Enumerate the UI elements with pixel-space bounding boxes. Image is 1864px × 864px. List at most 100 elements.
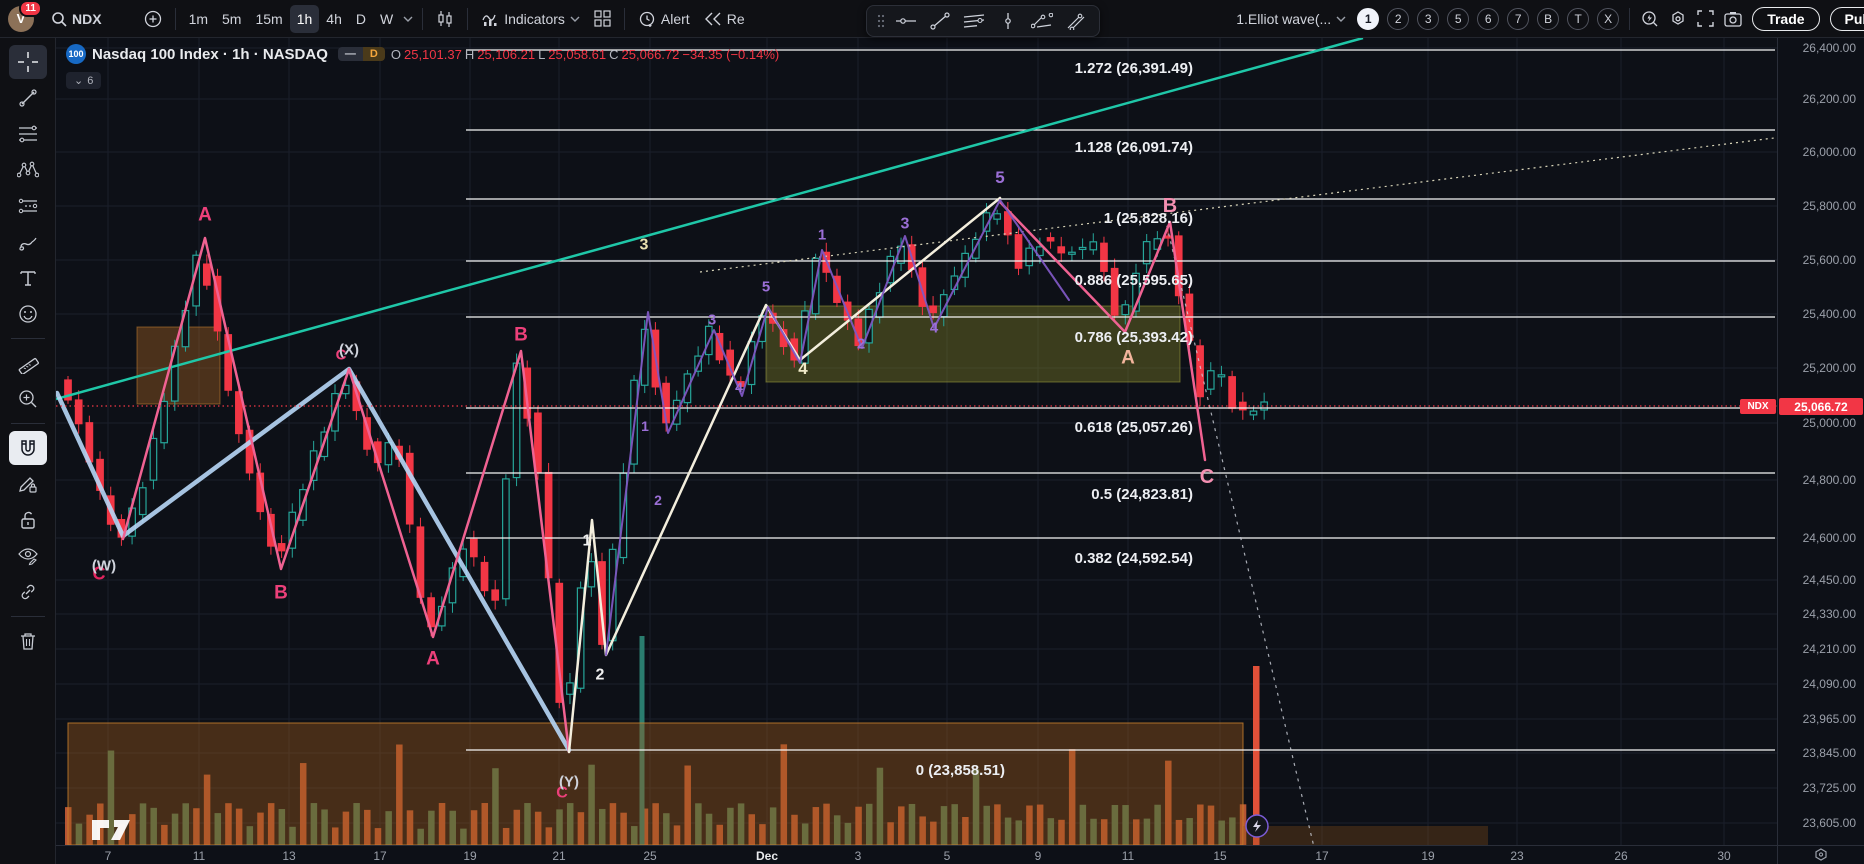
chart-style-button[interactable] xyxy=(429,5,461,33)
time-axis-label: 11 xyxy=(1121,849,1135,863)
wave-degree-2[interactable]: 2 xyxy=(1387,7,1410,30)
wave-label-4: 4 xyxy=(798,359,808,378)
volume-bar xyxy=(1229,817,1236,845)
wave-degree-T[interactable]: T xyxy=(1567,7,1590,30)
volume-bar xyxy=(876,767,884,845)
chart-legend[interactable]: 100 Nasdaq 100 Index · 1h · NASDAQ — D O… xyxy=(66,44,779,64)
legend-collapse-chip[interactable]: ⌄ 6 xyxy=(66,72,102,89)
remove-drawings-button[interactable] xyxy=(9,624,47,658)
xabcd-pattern-icon xyxy=(16,161,39,178)
quick-search-button[interactable] xyxy=(1636,5,1664,33)
candle-body xyxy=(1121,304,1130,316)
price-axis[interactable]: 26,400.00 26,200.00 26,000.00 25,800.00 25,6… xyxy=(1777,38,1864,845)
wave-degree-B[interactable]: B xyxy=(1537,7,1560,30)
wave-degree-1[interactable]: 1 xyxy=(1357,7,1380,30)
drag-handle[interactable] xyxy=(873,8,889,34)
time-axis[interactable]: 7 11 13 17 19 21 25 Dec 3 5 9 11 15 17 19 23 26 30 xyxy=(56,845,1777,864)
ascending-trend-line xyxy=(55,36,1364,401)
volume-bar xyxy=(417,828,424,845)
volume-bar xyxy=(534,811,542,845)
price-axis-label: 25,400.00 xyxy=(1802,307,1856,321)
publish-button[interactable]: Pub xyxy=(1829,6,1864,31)
fullscreen-button[interactable] xyxy=(1692,5,1719,33)
interval-dropdown[interactable] xyxy=(400,5,416,33)
wave-degree-7[interactable]: 7 xyxy=(1507,7,1530,30)
wave-label-Y: (Y) xyxy=(559,773,579,790)
volume-bar xyxy=(1111,804,1119,845)
candle-body xyxy=(715,332,724,361)
trend-line-tool[interactable] xyxy=(9,81,47,115)
volume-bar xyxy=(866,803,873,845)
volume-bar xyxy=(716,824,723,845)
magnet-mode-toggle[interactable] xyxy=(8,431,47,465)
interval-5m[interactable]: 5m xyxy=(222,10,242,27)
interval-4h[interactable]: 4h xyxy=(326,10,342,27)
interval-W[interactable]: W xyxy=(379,10,394,27)
emoji-tool[interactable] xyxy=(9,297,47,331)
wave-label-2: 2 xyxy=(857,335,865,352)
projection-tool[interactable] xyxy=(9,189,47,223)
toolbar-divider xyxy=(10,423,45,424)
daily-marker[interactable]: D xyxy=(362,47,385,61)
fib-retracement-tool[interactable] xyxy=(9,117,47,151)
snapshot-button[interactable] xyxy=(1719,5,1747,33)
layout-grid-button[interactable] xyxy=(587,5,618,33)
symbol-search-button[interactable]: NDX xyxy=(44,5,109,33)
volume-bar xyxy=(449,810,456,845)
zoom-in-tool[interactable] xyxy=(9,382,47,416)
wave-degree-5[interactable]: 5 xyxy=(1447,7,1470,30)
candle-body xyxy=(74,399,83,425)
smiley-icon xyxy=(18,305,37,323)
wave-degree-3[interactable]: 3 xyxy=(1417,7,1440,30)
interval-15m[interactable]: 15m xyxy=(255,10,283,27)
indicators-button[interactable]: Indicators xyxy=(474,5,587,33)
wave-label-C: C xyxy=(336,346,347,363)
interval-1m[interactable]: 1m xyxy=(188,10,209,27)
text-tool[interactable] xyxy=(9,261,47,295)
volume-bar xyxy=(940,806,948,845)
measure-tool[interactable] xyxy=(9,346,47,380)
interval-D[interactable]: D xyxy=(355,10,366,27)
sync-drawings-toggle[interactable] xyxy=(9,575,47,609)
visibility-toggle[interactable]: — xyxy=(337,47,363,61)
candle-body xyxy=(1078,246,1087,251)
volume-bar xyxy=(1058,819,1065,845)
candle-body xyxy=(235,391,243,435)
candle-body xyxy=(1249,410,1258,416)
vertical-line-tool[interactable] xyxy=(991,8,1025,34)
alert-button[interactable]: Alert xyxy=(631,5,697,33)
pitchfork-tool[interactable] xyxy=(1025,8,1059,34)
trend-line-tool[interactable] xyxy=(923,8,957,34)
drawing-mode-toggle[interactable] xyxy=(9,467,47,501)
time-axis-label: 17 xyxy=(1315,849,1329,863)
active-drawing-tool[interactable]: 1.Elliot wave(... xyxy=(1229,5,1353,33)
trade-button[interactable]: Trade xyxy=(1752,6,1820,31)
hide-drawings-toggle[interactable] xyxy=(9,539,47,573)
volume-bar xyxy=(406,810,414,845)
candle-body xyxy=(64,379,72,401)
crosshair-tool[interactable] xyxy=(8,45,47,79)
price-axis-label: 25,200.00 xyxy=(1802,361,1856,375)
pattern-tool[interactable] xyxy=(9,153,47,187)
magnifier-plus-icon xyxy=(18,390,36,408)
wave-degree-X[interactable]: X xyxy=(1597,7,1620,30)
volume-bar xyxy=(673,825,681,845)
disjoint-channel-tool[interactable] xyxy=(1059,8,1093,34)
crosshair-icon xyxy=(17,52,38,72)
axis-settings-corner[interactable] xyxy=(1777,845,1864,864)
candle-body xyxy=(288,511,297,549)
user-avatar[interactable]: V 11 xyxy=(8,0,42,32)
legend-title[interactable]: Nasdaq 100 Index · 1h · NASDAQ xyxy=(92,45,328,63)
horizontal-ray-tool[interactable] xyxy=(889,8,923,34)
replay-button[interactable]: Re xyxy=(697,5,752,33)
brush-tool[interactable] xyxy=(9,225,47,259)
add-symbol-button[interactable] xyxy=(137,5,169,33)
settings-button[interactable] xyxy=(1664,5,1692,33)
wave-degree-6[interactable]: 6 xyxy=(1477,7,1500,30)
toolbar-separator xyxy=(174,7,176,30)
chart-pane[interactable]: 1.272 (26,391.49) 1.128 (26,091.74) 1 (25,… xyxy=(54,36,1791,864)
lock-drawings-toggle[interactable] xyxy=(9,503,47,537)
indicators-label: Indicators xyxy=(504,10,565,27)
parallel-channel-tool[interactable] xyxy=(957,8,991,34)
interval-1h[interactable]: 1h xyxy=(289,4,320,33)
